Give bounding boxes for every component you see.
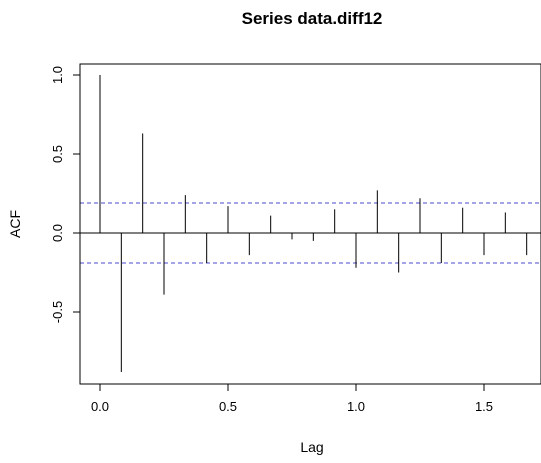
x-axis-title: Lag [300,439,323,455]
y-tick-label: 0.5 [50,145,65,163]
x-axis: 0.0 0.5 1.0 1.5 [91,383,493,414]
y-tick-label: -0.5 [50,301,65,323]
y-axis-title: ACF [7,210,23,238]
x-tick-label: 0.0 [91,399,109,414]
y-axis: -0.5 0.0 0.5 1.0 [50,66,81,323]
y-tick-label: 0.0 [50,224,65,242]
chart-title: Series data.diff12 [242,9,383,28]
x-tick-label: 0.5 [219,399,237,414]
y-tick-label: 1.0 [50,66,65,84]
acf-spikes [99,75,528,373]
x-tick-label: 1.5 [475,399,493,414]
plot-frame [79,63,541,385]
x-tick-label: 1.0 [347,399,365,414]
